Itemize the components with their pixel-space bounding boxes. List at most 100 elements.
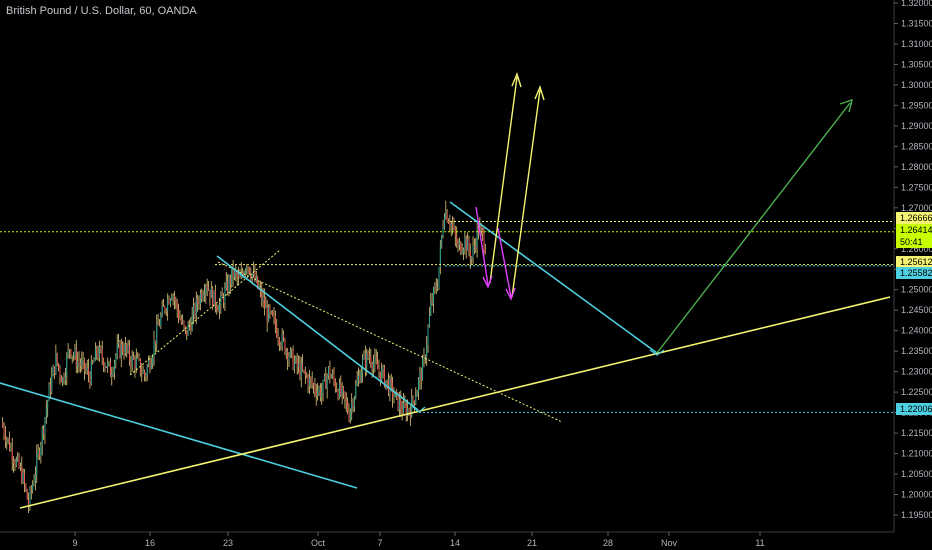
candle-body	[205, 286, 207, 294]
candle-body	[141, 373, 143, 374]
x-tick-label: 21	[527, 538, 537, 548]
candle-body	[212, 287, 214, 307]
candle-body	[407, 408, 409, 417]
cyan-trendline-mid[interactable]	[216, 255, 419, 411]
candle-body	[303, 370, 305, 371]
dotted-trendline-falling[interactable]	[217, 261, 563, 423]
candle-body	[302, 363, 304, 371]
y-tick-label: 1.21500	[901, 428, 932, 438]
candle-body	[30, 489, 32, 491]
candle-body	[32, 484, 34, 491]
candle-body	[78, 361, 80, 364]
candle-body	[164, 306, 166, 311]
candle-body	[37, 450, 39, 454]
candle-body	[63, 377, 65, 381]
candle-body	[79, 363, 81, 366]
candle-body	[59, 367, 61, 377]
candle-body	[427, 326, 429, 345]
yellow-up-arrow-2[interactable]	[511, 89, 541, 298]
candle-body	[383, 367, 385, 387]
candle-body	[227, 281, 229, 293]
candle-body	[238, 275, 240, 278]
cyan-trendline-lower[interactable]	[0, 382, 358, 489]
yellow-support-line[interactable]	[19, 296, 891, 509]
candle-body	[75, 349, 77, 367]
candle-body	[143, 371, 145, 377]
candle-body	[48, 384, 50, 401]
candle-body	[86, 367, 88, 370]
price-badge-level-1-25612: 1.25612	[900, 257, 932, 267]
candle-body	[343, 387, 345, 392]
candle-body	[17, 456, 19, 460]
y-tick-label: 1.25000	[901, 285, 932, 295]
candle-body	[201, 292, 203, 299]
candle-body	[377, 361, 379, 370]
candle-body	[435, 286, 437, 289]
candle-body	[197, 298, 199, 304]
candle-body	[317, 391, 319, 397]
candle-body	[90, 361, 92, 384]
candle-body	[439, 245, 441, 268]
candle-body	[285, 350, 287, 354]
candle-body	[156, 323, 158, 345]
magenta-down-arrow-2[interactable]	[497, 227, 512, 298]
candle-body	[280, 344, 282, 346]
candle-body	[173, 296, 175, 301]
y-tick-label: 1.30000	[901, 80, 932, 90]
y-tick-label: 1.29500	[901, 100, 932, 110]
candle-body	[172, 296, 174, 298]
candle-body	[11, 447, 13, 461]
candle-body	[190, 325, 192, 331]
candle-body	[289, 349, 291, 357]
candle-body	[92, 361, 94, 363]
candle-body	[19, 466, 21, 468]
x-tick-label: Oct	[311, 538, 326, 548]
candle-body	[148, 360, 150, 367]
cyan-trendline-upper[interactable]	[449, 201, 658, 354]
candle-body	[483, 233, 485, 251]
candle-body	[145, 375, 147, 377]
candle-body	[250, 273, 252, 279]
candle-body	[418, 379, 419, 392]
chart-title: British Pound / U.S. Dollar, 60, OANDA	[6, 5, 197, 17]
candle-body	[89, 375, 91, 384]
candle-body	[239, 275, 241, 279]
yellow-up-arrow-1[interactable]	[489, 76, 518, 284]
candle-body	[154, 340, 156, 345]
candle-body	[29, 489, 31, 507]
candle-body	[2, 422, 4, 427]
candle-body	[188, 324, 190, 326]
candle-body	[336, 388, 338, 391]
candle-body	[112, 372, 114, 375]
candle-body	[330, 376, 332, 378]
candle-body	[431, 301, 433, 304]
price-badge-level-1-26414: 1.26414	[900, 225, 932, 235]
candle-body	[265, 306, 267, 309]
candle-body	[194, 305, 196, 316]
candle-body	[71, 355, 73, 358]
candle-body	[127, 345, 129, 351]
candle-body	[209, 289, 211, 299]
candle-body	[476, 228, 478, 249]
candle-body	[353, 397, 355, 407]
candle-body	[454, 227, 456, 237]
magenta-down-arrow-1[interactable]	[475, 206, 489, 286]
candle-body	[363, 354, 365, 360]
candle-body	[33, 481, 35, 485]
candle-body	[175, 300, 177, 302]
y-tick-label: 1.23500	[901, 346, 932, 356]
price-badge-bg	[896, 224, 932, 236]
dotted-trendline-rising[interactable]	[129, 249, 281, 376]
candle-body	[315, 391, 317, 397]
candle-body	[352, 402, 354, 407]
price-badge-bg	[896, 256, 932, 268]
price-badge-bg	[896, 403, 932, 415]
candle-body	[105, 366, 107, 368]
candle-body	[393, 396, 395, 398]
green-projection-arrow[interactable]	[656, 102, 851, 354]
candle-body	[134, 358, 136, 369]
candle-body	[293, 361, 295, 369]
y-tick-label: 1.30500	[901, 59, 932, 69]
target-marker	[649, 349, 665, 356]
